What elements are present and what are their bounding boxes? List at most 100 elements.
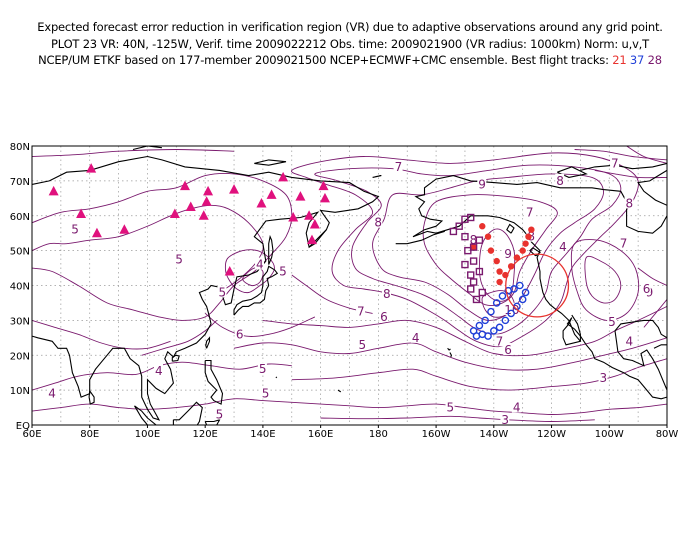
track-28-square	[475, 236, 484, 244]
contour-label: 4	[559, 240, 567, 254]
track-28-square	[449, 227, 458, 236]
track-21-dot	[496, 278, 503, 286]
track-21-dot	[484, 233, 492, 240]
contour-line	[643, 299, 667, 328]
contour-label: 8	[383, 287, 391, 301]
x-tick-label: 100E	[135, 429, 160, 440]
contour-label-bg	[382, 287, 392, 300]
target-triangle-marker	[306, 234, 317, 245]
target-triangle-marker	[224, 266, 235, 276]
contour-label: 8	[374, 216, 382, 230]
target-triangle-marker	[309, 218, 320, 229]
map-title-line1: Expected forecast error reduction in ver…	[37, 20, 663, 34]
contour-label-bg	[217, 285, 227, 298]
contour-label-bg	[154, 363, 163, 376]
contour-label: 5	[219, 285, 227, 299]
contour-label: 8	[556, 174, 564, 188]
contour-label: 5	[216, 408, 224, 422]
contour-label-bg	[494, 334, 504, 347]
x-tick-label: 140E	[250, 429, 275, 440]
x-tick-label: 160W	[422, 429, 451, 440]
x-tick-label: 160E	[308, 429, 333, 440]
coastline-segment	[204, 418, 221, 425]
contour-label: 4	[256, 258, 264, 272]
coastline-segment	[571, 314, 581, 342]
target-triangle-marker	[256, 198, 267, 208]
contour-label-bg	[468, 233, 478, 246]
contour-label: 4	[155, 364, 163, 378]
target-triangle-marker	[295, 191, 306, 201]
contour-label-bg	[357, 337, 367, 350]
track-28-square	[469, 243, 478, 251]
contour-line	[32, 319, 171, 350]
contour-label: 8	[625, 197, 633, 211]
verification-region-circle	[505, 253, 570, 318]
contour-label: 3	[501, 413, 509, 427]
target-triangle-marker	[203, 185, 214, 196]
target-triangle-marker	[288, 211, 299, 222]
contour-labels: 7897677988988108766754543565545454554354	[47, 156, 654, 427]
track-21-dot	[470, 243, 477, 251]
contour-label: 5	[447, 401, 455, 415]
target-triangle-marker	[304, 210, 315, 220]
track-37-circle	[472, 332, 481, 340]
target-triangle-marker	[179, 180, 190, 191]
track-37-circle	[492, 299, 501, 307]
contour-label: 4	[513, 401, 521, 415]
map-title-line3: NCEP/UM ETKF based on 177-member 2009021…	[0, 53, 700, 67]
coastline-segment	[32, 155, 380, 421]
x-tick-label: 100W	[595, 429, 624, 440]
contour-label: 6	[504, 343, 512, 357]
contour-line	[637, 267, 667, 286]
target-triangle-marker	[229, 184, 240, 194]
target-triangle-marker	[198, 210, 209, 220]
y-tick-label: 80N	[10, 142, 30, 153]
contour-label: 9	[478, 177, 486, 191]
track-28-square	[475, 267, 484, 276]
map-title-line3-text: NCEP/UM ETKF based on 177-member 2009021…	[38, 53, 609, 67]
contour-label: 7	[395, 160, 403, 174]
contour-label-bg	[624, 334, 634, 347]
y-tick-label: 10N	[10, 386, 30, 397]
coastline-segment	[308, 229, 327, 248]
x-tick-label: 120W	[537, 429, 566, 440]
contour-label-bg	[558, 240, 568, 253]
coastline-segment	[637, 169, 667, 206]
coastline-segment	[88, 390, 95, 405]
contour-line	[32, 172, 293, 321]
track-label-28: 28	[647, 53, 662, 67]
coastline-segment	[205, 336, 211, 349]
contour-line	[372, 173, 604, 321]
contour-label-bg	[278, 264, 288, 277]
track-21-dot	[479, 223, 486, 230]
track-28-square	[478, 288, 486, 297]
contour-label-bg	[503, 302, 520, 315]
y-tick-label: 70N	[10, 177, 30, 188]
track-37-circle	[490, 327, 498, 335]
track-28-square	[467, 271, 475, 279]
contour-label-bg	[445, 400, 455, 413]
contour-label-bg	[257, 362, 267, 375]
x-tick-label: 60E	[22, 429, 41, 440]
target-triangle-marker	[169, 208, 180, 219]
y-tick-label: EQ	[16, 421, 30, 432]
contour-label: 5	[71, 223, 79, 237]
track-21-dot	[493, 257, 500, 265]
track-28-square	[461, 232, 469, 241]
contour-label-bg	[214, 407, 224, 420]
track-21-dot	[487, 247, 495, 254]
contour-label-bg	[255, 257, 265, 270]
coastline-segment	[172, 401, 203, 425]
target-triangle-marker	[185, 201, 196, 212]
contour-label: 5	[608, 315, 616, 329]
track-21-dot	[528, 226, 535, 233]
contour-line	[594, 169, 667, 179]
target-triangle-marker	[86, 163, 97, 173]
contour-label: 5	[279, 265, 287, 279]
contour-line	[314, 164, 622, 335]
track-37-circle	[501, 316, 510, 325]
track-28-square	[455, 222, 463, 230]
contour-label: 5	[262, 387, 270, 401]
coastline-segment	[614, 319, 667, 398]
